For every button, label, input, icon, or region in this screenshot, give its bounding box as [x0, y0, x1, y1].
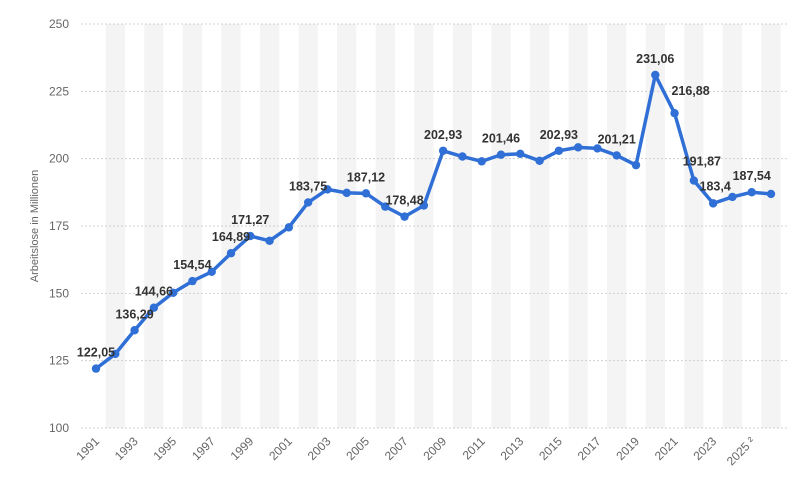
data-point[interactable] — [188, 276, 197, 286]
background-band — [645, 24, 665, 428]
x-tick-label: 1995 — [150, 434, 179, 463]
data-label: 202,93 — [424, 128, 462, 142]
data-label: 183,4 — [700, 179, 731, 193]
x-tick-label: 2025 ² — [724, 434, 758, 468]
data-point[interactable] — [708, 199, 718, 208]
data-point[interactable] — [323, 185, 332, 194]
data-point[interactable] — [111, 349, 120, 359]
data-point[interactable] — [554, 146, 564, 155]
y-tick-label: 250 — [49, 17, 69, 31]
data-label: 187,12 — [347, 170, 385, 184]
data-point[interactable] — [130, 326, 139, 335]
y-tick-label: 225 — [49, 84, 69, 98]
x-tick-label: 1997 — [189, 434, 218, 463]
x-tick-label: 1999 — [228, 434, 257, 463]
x-tick-label: 2017 — [575, 434, 604, 463]
data-point[interactable] — [284, 223, 294, 232]
data-point[interactable] — [438, 146, 448, 155]
y-tick-label: 150 — [49, 286, 69, 300]
data-point[interactable] — [265, 236, 274, 246]
data-label: 164,89 — [212, 230, 250, 244]
data-point[interactable] — [168, 288, 178, 297]
x-tick-label: 2005 — [343, 434, 372, 463]
data-point[interactable] — [458, 152, 467, 161]
data-label: 201,46 — [482, 132, 520, 146]
x-tick-label: 2015 — [536, 434, 565, 463]
background-band — [607, 24, 627, 428]
x-tick-label: 2023 — [690, 434, 719, 463]
y-tick-label: 125 — [49, 354, 69, 368]
background-band — [105, 24, 125, 428]
data-point[interactable] — [516, 149, 525, 159]
data-point[interactable] — [361, 189, 371, 198]
x-tick-label: 1993 — [112, 434, 141, 463]
data-point[interactable] — [246, 231, 255, 241]
x-tick-label: 2003 — [305, 434, 334, 463]
y-tick-label: 100 — [49, 421, 69, 435]
y-grid: 100 125 150 175 200 225 250 — [49, 17, 789, 435]
data-point[interactable] — [207, 267, 216, 276]
background-band — [182, 24, 203, 428]
x-tick-label: 2001 — [266, 434, 295, 463]
data-label: 201,21 — [598, 132, 636, 146]
data-label: 231,06 — [636, 52, 674, 66]
data-point[interactable] — [670, 109, 679, 118]
data-point[interactable] — [226, 249, 236, 258]
background-band — [722, 24, 743, 428]
data-label: 136,29 — [115, 307, 153, 321]
data-point[interactable] — [535, 156, 544, 166]
y-tick-label: 200 — [49, 152, 69, 166]
data-label: 171,27 — [231, 213, 269, 227]
data-label: 178,48 — [385, 194, 423, 208]
x-tick-label: 2021 — [652, 434, 681, 463]
y-axis-label: Arbeitslose in Millionen — [29, 170, 41, 283]
data-point[interactable] — [419, 201, 429, 210]
data-point[interactable] — [303, 198, 313, 207]
data-point[interactable] — [747, 188, 756, 197]
data-point[interactable] — [400, 212, 409, 221]
background-band — [529, 24, 550, 428]
x-tick-label: 2007 — [382, 434, 411, 463]
data-point[interactable] — [612, 151, 621, 160]
x-tick-label: 1991 — [73, 434, 102, 463]
data-label: 183,75 — [289, 179, 327, 193]
data-label: 216,88 — [671, 84, 709, 98]
data-label: 154,54 — [173, 258, 211, 272]
background-band — [414, 24, 434, 428]
data-point[interactable] — [573, 143, 583, 152]
data-point[interactable] — [477, 157, 486, 166]
x-tick-label: 2011 — [460, 434, 488, 462]
data-point[interactable] — [149, 303, 159, 312]
data-label: 144,66 — [135, 285, 173, 299]
data-points — [91, 70, 776, 373]
data-point[interactable] — [381, 202, 390, 211]
x-tick-label: 2009 — [420, 434, 449, 463]
data-label: 187,54 — [733, 169, 771, 183]
data-point[interactable] — [651, 70, 660, 80]
data-point[interactable] — [593, 144, 602, 153]
data-point[interactable] — [728, 192, 737, 202]
data-point[interactable] — [766, 189, 776, 199]
data-label: 122,05 — [77, 346, 115, 360]
data-point[interactable] — [91, 364, 101, 373]
data-point[interactable] — [631, 160, 641, 170]
data-label: 202,93 — [540, 128, 578, 142]
x-tick-label: 2013 — [498, 434, 527, 463]
y-tick-label: 175 — [49, 219, 69, 233]
x-tick-label: 2019 — [613, 434, 642, 463]
background-band — [298, 24, 318, 428]
data-point[interactable] — [342, 188, 351, 198]
data-label: 191,87 — [683, 155, 721, 169]
x-axis: 1991 1993 1995 1997 1999 2001 2003 2005 2007 2009… — [73, 434, 757, 468]
data-point[interactable] — [496, 150, 506, 159]
data-point[interactable] — [689, 176, 699, 185]
